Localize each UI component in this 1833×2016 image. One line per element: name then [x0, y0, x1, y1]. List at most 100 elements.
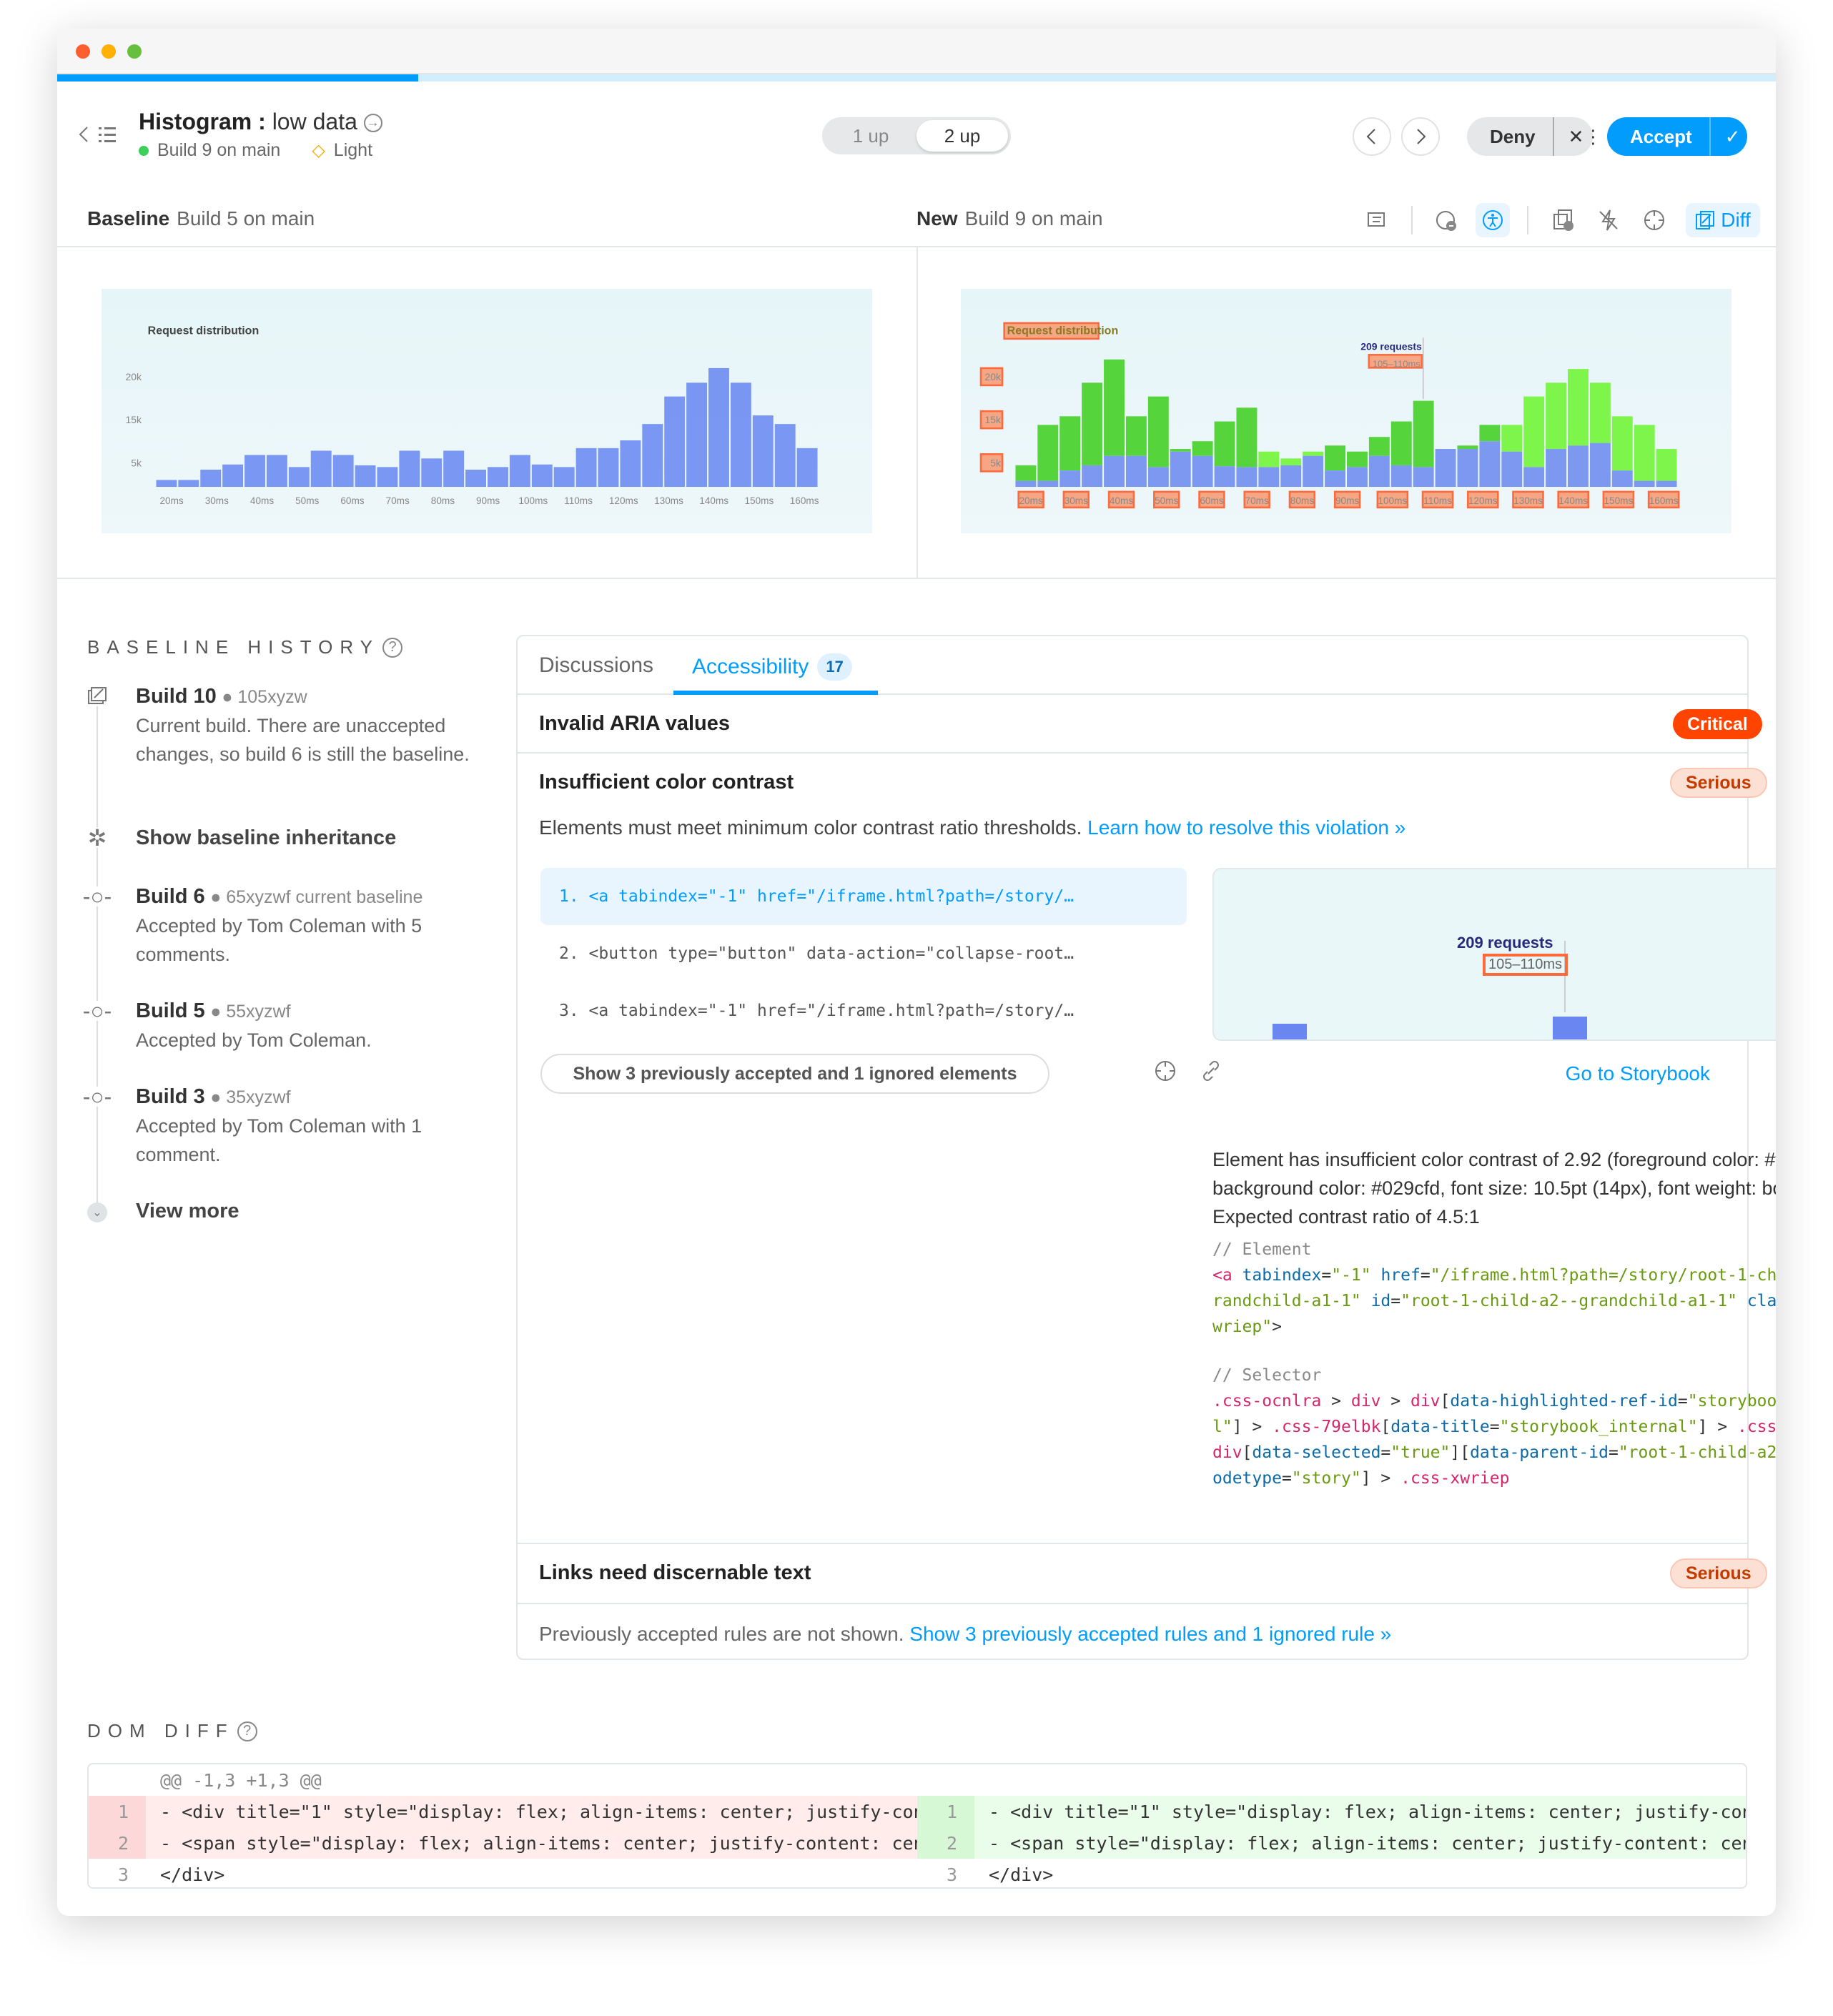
- base-bar-segment: [1015, 480, 1037, 488]
- comments-icon[interactable]: [1360, 203, 1394, 237]
- bar: [509, 455, 530, 488]
- build-description: Accepted by Tom Coleman with 1 comment.: [136, 1115, 423, 1165]
- previous-button[interactable]: [1353, 117, 1391, 156]
- added-bar-segment: [1568, 369, 1589, 446]
- chevron-down-icon: ⌄: [87, 1202, 107, 1222]
- highlight-box: [1368, 354, 1423, 369]
- x-tick-label: 160ms: [790, 495, 819, 506]
- bar: [488, 467, 508, 488]
- view-2up-button[interactable]: 2 up: [916, 120, 1008, 152]
- chart-title: Request distribution: [148, 325, 260, 337]
- view-1up-button[interactable]: 1 up: [852, 124, 889, 147]
- next-button[interactable]: [1401, 117, 1440, 156]
- go-to-story-icon[interactable]: →: [363, 113, 382, 132]
- diff-left-line: 1 - <div title="1" style="display: flex; …: [89, 1796, 917, 1827]
- added-bar-segment: [1634, 425, 1655, 481]
- highlight-box: [1198, 490, 1225, 509]
- diff-toggle-button[interactable]: Diff: [1686, 203, 1760, 237]
- learn-more-link[interactable]: Learn how to resolve this violation »: [1087, 816, 1406, 839]
- bar: [664, 396, 686, 488]
- x-tick-label: 60ms: [340, 495, 364, 506]
- added-bar-segment: [1082, 382, 1103, 465]
- bar: [288, 467, 310, 488]
- diff-hunk-row: @@ -1,3 +1,3 @@: [89, 1764, 1746, 1796]
- bar: [796, 448, 818, 488]
- element-item[interactable]: 1. <a tabindex="-1" href="/iframe.html?p…: [540, 868, 1187, 925]
- base-bar-segment: [1147, 467, 1169, 488]
- element-item[interactable]: 2. <button type="button" data-action="co…: [559, 944, 1074, 963]
- story-name: low data: [272, 109, 357, 134]
- strobe-off-icon[interactable]: [1591, 203, 1626, 237]
- minimize-window-button[interactable]: [102, 44, 116, 59]
- rule-name: Links need discernable text: [539, 1561, 811, 1584]
- rule-link-name[interactable]: Links need discernable text Serious +5 ∨: [518, 1544, 1767, 1604]
- show-inheritance-link[interactable]: Show baseline inheritance: [136, 824, 508, 852]
- accept-button[interactable]: Accept: [1630, 125, 1692, 147]
- build-sha: 105xyzw: [237, 687, 307, 707]
- hide-a11y-icon[interactable]: [1430, 203, 1464, 237]
- line-number: 1: [89, 1796, 146, 1827]
- bar: [465, 469, 486, 488]
- rule-name[interactable]: Insufficient color contrast: [539, 771, 794, 794]
- build-number[interactable]: Build 5: [136, 999, 205, 1022]
- go-to-storybook-link[interactable]: Go to Storybook: [1565, 1062, 1710, 1084]
- build-number[interactable]: Build 6: [136, 885, 205, 908]
- y-tick-label: 20k: [125, 371, 142, 382]
- highlight-box: [1243, 490, 1270, 509]
- diff-code: - <span style="display: flex; align-item…: [160, 1832, 917, 1854]
- progress-fill: [57, 74, 418, 81]
- maximize-window-button[interactable]: [127, 44, 142, 59]
- element-item[interactable]: 3. <a tabindex="-1" href="/iframe.html?p…: [559, 1002, 1074, 1020]
- back-to-list-button[interactable]: [79, 126, 116, 143]
- help-icon[interactable]: ?: [382, 637, 403, 658]
- close-window-button[interactable]: [76, 44, 90, 59]
- component-name: Histogram :: [139, 109, 266, 134]
- highlight-box: [1017, 490, 1044, 509]
- build-status-dot: [139, 145, 149, 156]
- locate-element-icon[interactable]: [1154, 1059, 1177, 1088]
- rule-description-text: Elements must meet minimum color contras…: [539, 816, 1082, 839]
- tab-accessibility[interactable]: Accessibility 17: [692, 653, 852, 681]
- rule-invalid-aria[interactable]: Invalid ARIA values Critical +9 ∨: [518, 695, 1762, 753]
- show-previous-elements-button[interactable]: Show 3 previously accepted and 1 ignored…: [540, 1054, 1049, 1094]
- highlight-box: [1512, 490, 1544, 509]
- build-number[interactable]: Build 3: [136, 1085, 205, 1108]
- build-label: Build 9 on main: [157, 140, 281, 160]
- toolbar-divider: [1411, 206, 1413, 234]
- help-icon[interactable]: ?: [237, 1721, 257, 1741]
- crosshair-icon[interactable]: [1637, 203, 1671, 237]
- violation-detail: Element has insufficient color contrast …: [1212, 1149, 1776, 1227]
- build-sha: 35xyzwf: [226, 1087, 291, 1107]
- link-icon[interactable]: [1200, 1059, 1222, 1088]
- base-bar-segment: [1125, 455, 1147, 488]
- bar: [332, 455, 354, 488]
- tooltip-title: 209 requests: [1360, 341, 1422, 352]
- accept-options-button[interactable]: ✓⋮: [1709, 117, 1774, 156]
- x-tick-label: 160ms: [1649, 495, 1679, 506]
- deny-options-button[interactable]: ✕⋮: [1552, 117, 1617, 156]
- bar: [266, 455, 287, 488]
- hide-diff-icon[interactable]: [1546, 203, 1580, 237]
- base-bar-segment: [1303, 455, 1324, 488]
- build-description: Accepted by Tom Coleman.: [136, 1029, 372, 1051]
- x-tick-label: 40ms: [250, 495, 274, 506]
- severity-badge: Critical: [1673, 709, 1762, 739]
- baseline-snapshot[interactable]: Request distribution 20k 15k 5k 20ms 30ms 40ms…: [102, 289, 872, 533]
- bar: [399, 450, 420, 488]
- highlight-box: [1107, 490, 1135, 509]
- accessibility-icon[interactable]: [1476, 203, 1510, 237]
- show-previous-rules-link[interactable]: Show 3 previously accepted rules and 1 i…: [909, 1623, 1392, 1645]
- bar: [156, 480, 177, 488]
- base-bar-segment: [1037, 480, 1059, 488]
- base-bar-segment: [1258, 467, 1280, 488]
- deny-button[interactable]: Deny: [1490, 125, 1536, 147]
- build-number[interactable]: Build 10: [136, 685, 217, 708]
- x-tick-label: 60ms: [1200, 495, 1223, 506]
- build-description: Current build. There are unaccepted chan…: [136, 715, 470, 765]
- highlight-box: [979, 410, 1004, 430]
- element-preview: 209 requests 105–110ms: [1212, 868, 1776, 1041]
- tab-discussions[interactable]: Discussions: [539, 653, 653, 678]
- base-bar-segment: [1192, 455, 1213, 488]
- new-snapshot[interactable]: Request distribution 20k 15k 5k 20ms 30ms 40ms…: [961, 289, 1731, 533]
- view-more-link[interactable]: View more: [136, 1197, 508, 1225]
